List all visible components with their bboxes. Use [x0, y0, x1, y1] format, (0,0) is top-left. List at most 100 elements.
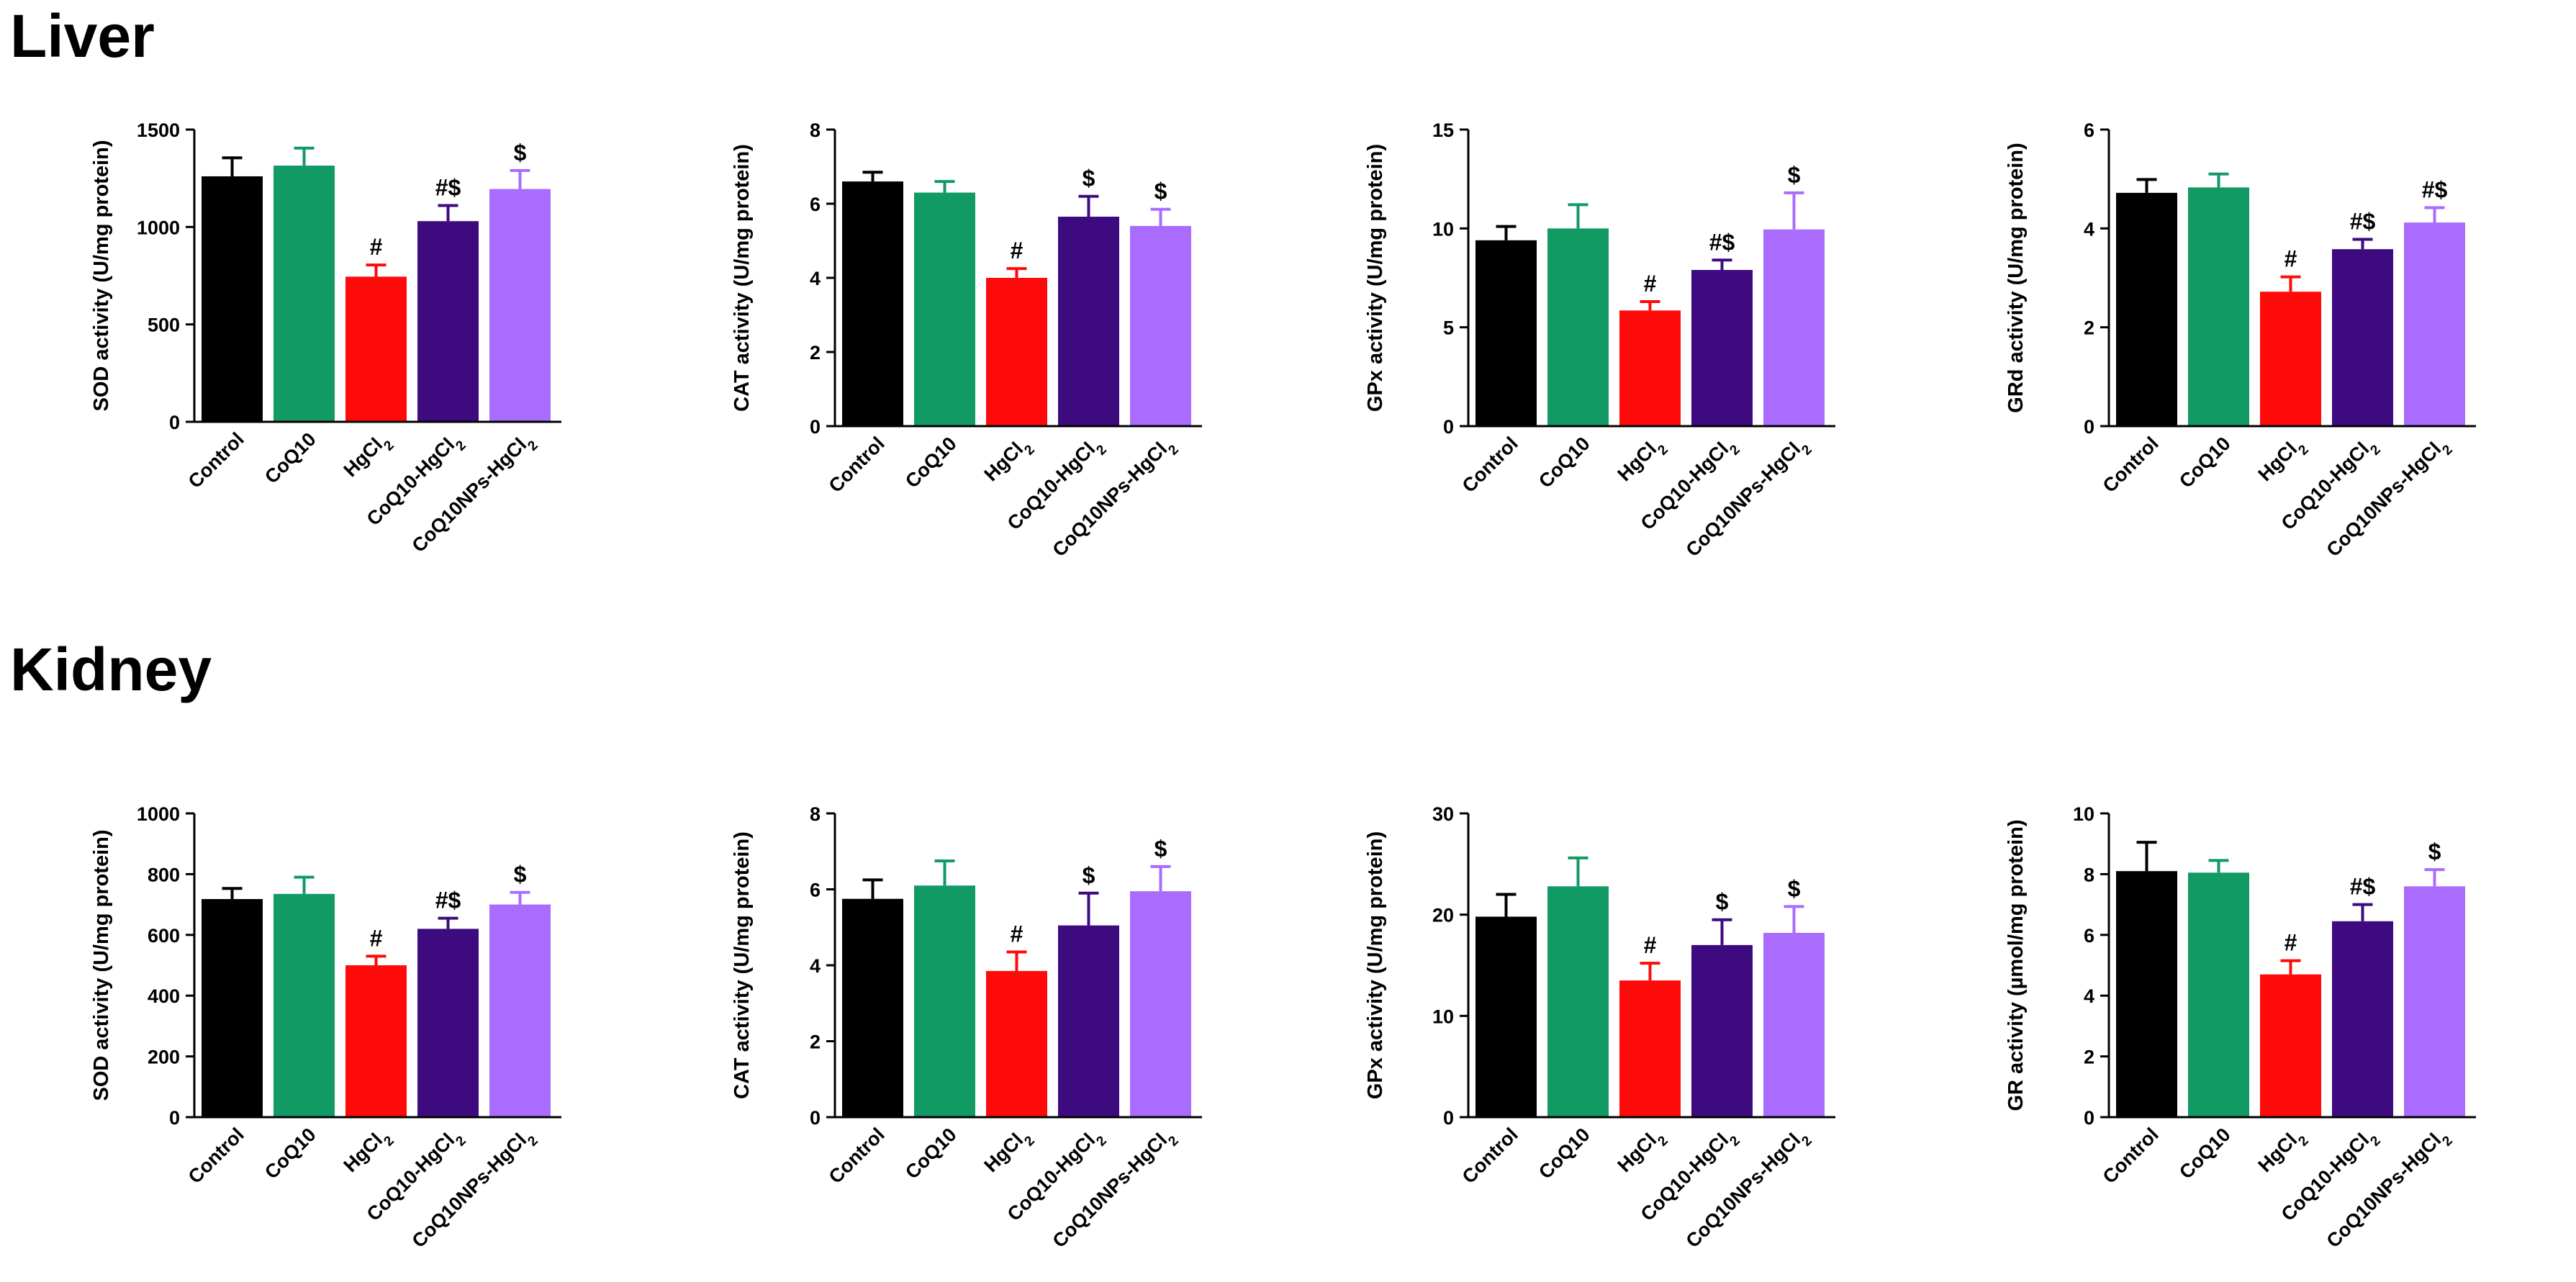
y-tick-label: 10 — [1432, 218, 1454, 240]
kidney-sod-chart: Control CoQ10#HgCl2#$CoQ10-HgCl2$CoQ10NPs… — [90, 803, 561, 1257]
bar — [274, 893, 335, 1117]
y-tick-label: 20 — [1432, 905, 1454, 926]
category-label: CoQ10NPs-HgCl2 — [407, 1124, 541, 1257]
liver-section-title: Liver — [10, 2, 155, 70]
bar — [1691, 270, 1753, 426]
kidney-section-title: Kidney — [10, 636, 212, 703]
liver-grd-chart: Control CoQ10#HgCl2#$CoQ10-HgCl2#$CoQ10NP… — [2005, 119, 2476, 566]
liver-gpx-chart: Control CoQ10#HgCl2#$CoQ10-HgCl2$CoQ10NPs… — [1364, 119, 1835, 566]
y-tick-label: 2 — [810, 342, 821, 364]
y-tick-label: 0 — [169, 1107, 180, 1129]
y-tick-label: 0 — [1443, 416, 1454, 438]
category-label: CoQ10NPs-HgCl2 — [1048, 1124, 1181, 1257]
category-label: Control — [2099, 433, 2163, 497]
y-axis-title: CAT activity (U/mg protein) — [731, 144, 754, 412]
bar — [842, 898, 903, 1117]
y-axis-title: CAT activity (U/mg protein) — [731, 831, 754, 1099]
significance-label: $ — [514, 140, 527, 166]
bar — [2116, 871, 2177, 1117]
bar — [202, 899, 263, 1117]
y-tick-label: 6 — [810, 880, 821, 901]
significance-label: $ — [1154, 179, 1167, 204]
bar — [1547, 886, 1609, 1117]
category-label: CoQ10 — [261, 1124, 320, 1183]
category-label: CoQ10 — [901, 1124, 961, 1183]
significance-label: # — [2284, 246, 2297, 272]
significance-label: $ — [1788, 875, 1801, 901]
category-label: Control — [184, 1124, 248, 1188]
y-tick-label: 4 — [810, 955, 821, 977]
significance-label: $ — [1154, 836, 1167, 862]
y-tick-label: 4 — [2084, 218, 2094, 240]
y-tick-label: 800 — [148, 864, 180, 885]
bar — [417, 221, 479, 422]
significance-label: # — [370, 234, 383, 260]
y-tick-label: 200 — [148, 1047, 180, 1068]
significance-label: $ — [1716, 889, 1729, 915]
category-label: CoQ10NPs-HgCl2 — [2322, 433, 2455, 566]
y-tick-label: 2 — [2084, 1047, 2094, 1068]
bar — [914, 192, 975, 426]
category-label: CoQ10NPs-HgCl2 — [1681, 433, 1815, 566]
y-tick-label: 8 — [810, 803, 821, 825]
y-tick-label: 2 — [810, 1032, 821, 1053]
bar — [1763, 932, 1825, 1117]
category-label: HgCl2 — [2254, 433, 2312, 490]
category-label: CoQ10 — [901, 433, 961, 492]
significance-label: # — [1011, 921, 1023, 947]
y-tick-label: 6 — [810, 194, 821, 215]
significance-label: #$ — [435, 175, 461, 201]
y-tick-label: 600 — [148, 925, 180, 947]
bar — [1619, 310, 1681, 426]
bar — [2332, 249, 2393, 426]
bar — [1547, 228, 1609, 426]
bar — [2188, 187, 2249, 426]
y-tick-label: 0 — [2084, 416, 2094, 438]
bar — [1475, 240, 1537, 426]
bar — [1475, 916, 1537, 1117]
y-axis-title: SOD activity (U/mg protein) — [90, 140, 113, 411]
significance-label: $ — [2428, 839, 2441, 865]
bar — [417, 929, 479, 1117]
y-tick-label: 0 — [810, 1107, 821, 1129]
bar — [489, 189, 551, 422]
bar — [2260, 974, 2321, 1117]
bar — [986, 970, 1047, 1117]
y-tick-label: 0 — [810, 416, 821, 438]
y-axis-title: SOD activity (U/mg protein) — [90, 829, 113, 1101]
category-label: HgCl2 — [1614, 433, 1671, 490]
y-tick-label: 30 — [1432, 803, 1454, 825]
y-tick-label: 6 — [2084, 119, 2094, 141]
y-tick-label: 10 — [2073, 803, 2094, 825]
category-label: HgCl2 — [980, 1124, 1038, 1181]
bar — [1619, 980, 1681, 1117]
significance-label: # — [2284, 930, 2297, 956]
significance-label: #$ — [2350, 208, 2376, 234]
y-axis-title: GR activity (µmol/mg protein) — [2005, 819, 2028, 1111]
category-label: CoQ10 — [1535, 433, 1594, 492]
bar — [914, 885, 975, 1117]
y-axis-title: GPx activity (U/mg protein) — [1364, 831, 1387, 1099]
y-tick-label: 0 — [169, 412, 180, 433]
bar — [1763, 229, 1825, 426]
category-label: CoQ10NPs-HgCl2 — [2322, 1124, 2455, 1257]
y-axis-title: GRd activity (U/mg protein) — [2005, 143, 2028, 412]
category-label: Control — [2099, 1124, 2163, 1188]
category-label: Control — [1458, 1124, 1522, 1188]
bar — [842, 181, 903, 426]
significance-label: $ — [514, 862, 527, 888]
bar — [1130, 891, 1191, 1117]
significance-label: #$ — [2350, 874, 2376, 900]
category-label: CoQ10 — [2175, 1124, 2235, 1183]
bar — [1058, 217, 1119, 426]
bar — [2332, 921, 2393, 1117]
category-label: Control — [825, 1124, 889, 1188]
bar — [2404, 222, 2465, 426]
y-tick-label: 8 — [810, 119, 821, 141]
category-label: Control — [184, 428, 248, 492]
significance-label: #$ — [1709, 229, 1735, 255]
category-label: HgCl2 — [2254, 1124, 2312, 1181]
y-tick-label: 4 — [810, 268, 821, 289]
category-label: HgCl2 — [340, 1124, 397, 1181]
bar — [1058, 925, 1119, 1117]
